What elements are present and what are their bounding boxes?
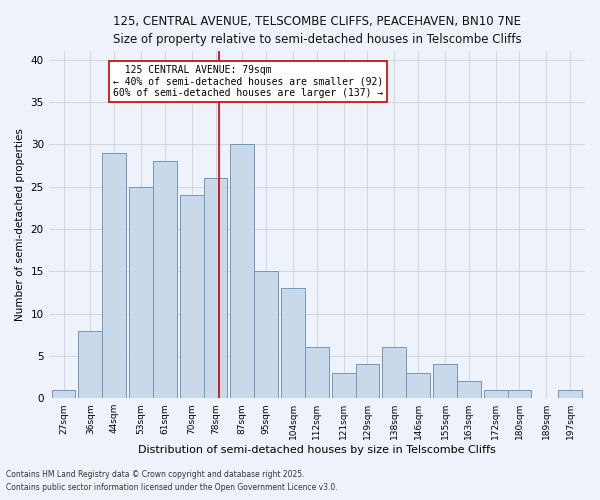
Bar xyxy=(180,195,203,398)
Bar xyxy=(103,153,126,398)
Bar xyxy=(332,373,356,398)
Bar xyxy=(457,382,481,398)
Bar xyxy=(203,178,227,398)
Bar xyxy=(281,288,305,398)
Bar xyxy=(484,390,508,398)
Y-axis label: Number of semi-detached properties: Number of semi-detached properties xyxy=(15,128,25,321)
Bar xyxy=(52,390,76,398)
Bar xyxy=(558,390,582,398)
Text: 125 CENTRAL AVENUE: 79sqm
← 40% of semi-detached houses are smaller (92)
60% of : 125 CENTRAL AVENUE: 79sqm ← 40% of semi-… xyxy=(113,65,383,98)
X-axis label: Distribution of semi-detached houses by size in Telscombe Cliffs: Distribution of semi-detached houses by … xyxy=(138,445,496,455)
Bar xyxy=(382,348,406,398)
Bar xyxy=(79,330,102,398)
Bar xyxy=(230,144,254,398)
Bar xyxy=(433,364,457,398)
Bar xyxy=(406,373,430,398)
Bar xyxy=(129,186,153,398)
Bar xyxy=(153,162,177,398)
Bar xyxy=(508,390,532,398)
Bar xyxy=(254,272,278,398)
Bar xyxy=(356,364,379,398)
Bar xyxy=(305,348,329,398)
Text: Contains HM Land Registry data © Crown copyright and database right 2025.
Contai: Contains HM Land Registry data © Crown c… xyxy=(6,470,338,492)
Title: 125, CENTRAL AVENUE, TELSCOMBE CLIFFS, PEACEHAVEN, BN10 7NE
Size of property rel: 125, CENTRAL AVENUE, TELSCOMBE CLIFFS, P… xyxy=(113,15,521,46)
